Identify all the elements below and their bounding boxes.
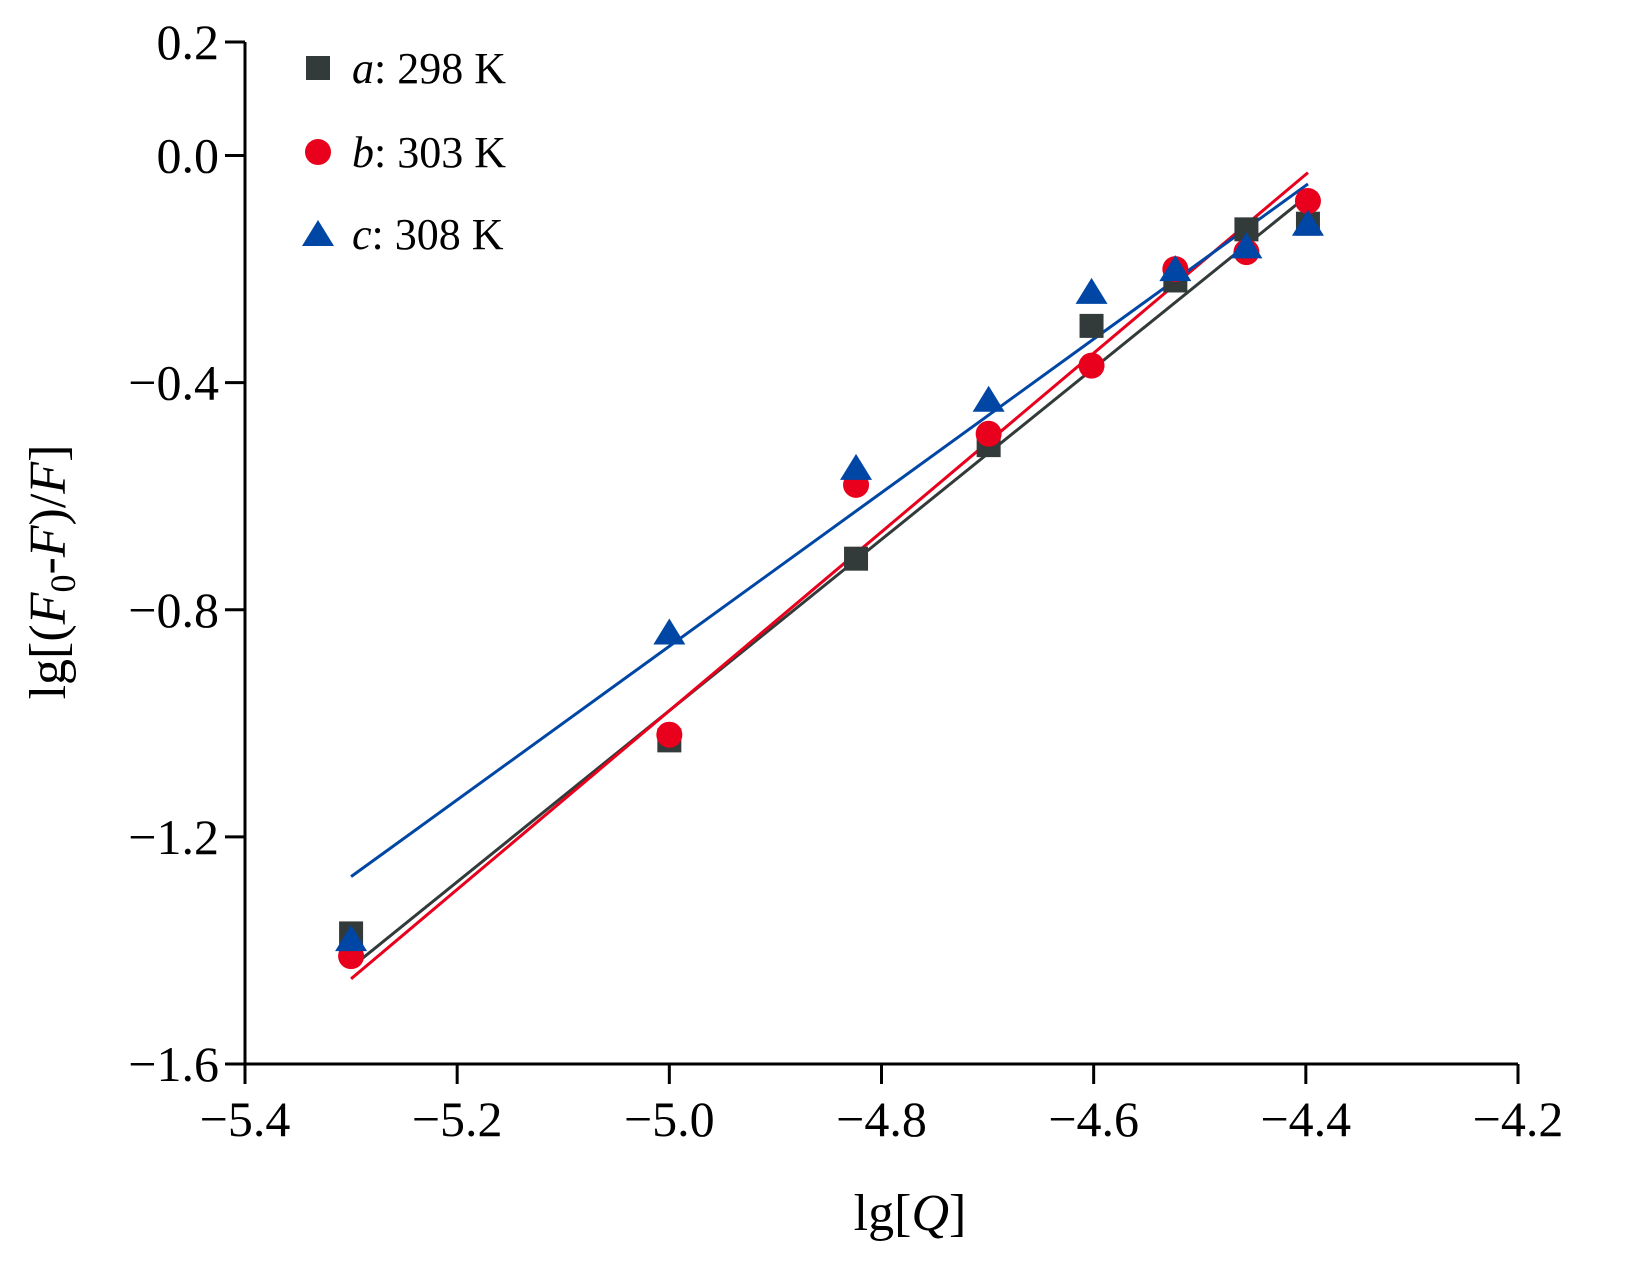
data-point-triangle: [840, 453, 873, 480]
data-point-circle: [975, 420, 1002, 447]
legend-label: b: 303 K: [352, 128, 506, 177]
x-axis-title-suffix: ]: [949, 1185, 966, 1242]
y-axis-title-var3: F: [20, 461, 77, 495]
y-tick-label: −1.2: [128, 809, 219, 865]
data-point-circle: [1078, 352, 1105, 379]
legend-label-letter: b: [352, 128, 374, 177]
legend-label-temperature: : 298 K: [374, 44, 506, 93]
legend-label: a: 298 K: [352, 44, 506, 93]
data-points: [335, 187, 1324, 970]
axes: 0.2 0.0 −0.4 −0.8 −1.2 −1.6−5.4 −5.2 −5.0 −4.8 −4…: [128, 14, 1563, 1147]
x-tick-label: −4.4: [1260, 1091, 1351, 1147]
legend-label: c: 308 K: [352, 210, 504, 259]
x-tick-label: −5.4: [200, 1091, 291, 1147]
x-tick-label: −4.8: [836, 1091, 927, 1147]
legend-marker-circle: [305, 139, 331, 165]
legend-label-temperature: : 303 K: [374, 128, 506, 177]
data-point-triangle: [1291, 209, 1324, 236]
data-point-circle: [656, 721, 683, 748]
y-axis-title-subscript: 0: [43, 575, 83, 593]
y-axis-title-var2: F: [20, 524, 77, 558]
fit-line-square: [350, 194, 1309, 969]
y-tick-label: −1.6: [128, 1036, 219, 1092]
x-tick-label: −4.2: [1473, 1091, 1564, 1147]
legend-label-letter: c: [352, 210, 372, 259]
legend-marker-square: [306, 56, 330, 80]
y-tick-label: −0.8: [128, 582, 219, 638]
y-tick-label: 0.0: [157, 128, 220, 184]
data-point-triangle: [1230, 232, 1263, 259]
x-tick-label: −4.6: [1048, 1091, 1139, 1147]
y-axis-title-var1: F: [20, 591, 77, 625]
data-point-square: [1079, 313, 1104, 338]
data-point-square: [844, 546, 869, 571]
legend-label-letter: a: [352, 44, 374, 93]
data-point-triangle: [1075, 277, 1108, 304]
y-tick-label: 0.2: [157, 14, 220, 70]
x-axis-title-prefix: lg[: [854, 1185, 912, 1242]
y-axis-title-part2: -: [20, 557, 77, 574]
x-axis-title-variable: Q: [911, 1185, 949, 1242]
data-point-triangle: [1159, 255, 1192, 282]
y-tick-label: −0.4: [128, 355, 219, 411]
data-point-circle: [1294, 187, 1321, 214]
data-point-triangle: [972, 385, 1005, 412]
y-axis-title: lg[(F0-F)/F]: [20, 445, 83, 700]
data-point-triangle: [653, 618, 686, 645]
data-point-triangle: [335, 925, 368, 952]
fit-line-triangle: [350, 182, 1309, 878]
fit-lines: [350, 171, 1309, 980]
x-axis-title: lg[Q]: [854, 1185, 967, 1242]
legend-marker-triangle: [302, 220, 334, 246]
y-axis-title-part4: ]: [20, 445, 77, 462]
x-tick-label: −5.2: [412, 1091, 503, 1147]
fit-line-circle: [350, 171, 1309, 980]
y-axis-title-part3: )/: [20, 493, 77, 525]
legend-label-temperature: : 308 K: [372, 210, 504, 259]
x-tick-label: −5.0: [624, 1091, 715, 1147]
legend: a: 298 Kb: 303 Kc: 308 K: [302, 44, 506, 259]
y-axis-title-part1: lg[(: [20, 624, 77, 699]
